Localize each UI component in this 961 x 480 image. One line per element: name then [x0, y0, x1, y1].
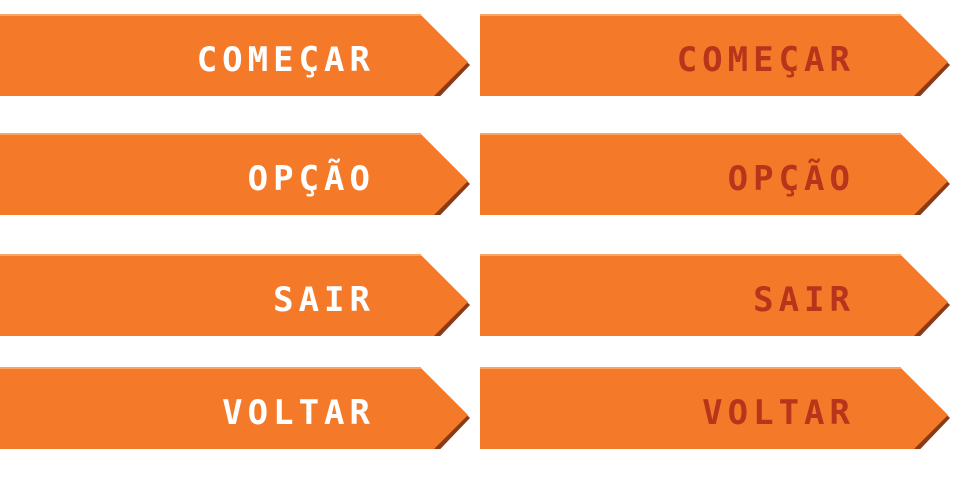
start-button-label: COMEÇAR	[197, 30, 375, 90]
button-highlight	[0, 367, 421, 369]
options-button-label: OPÇÃO	[248, 149, 375, 209]
exit-button-hover[interactable]: SAIR	[480, 240, 950, 336]
start-button-hover[interactable]: COMEÇAR	[480, 0, 950, 96]
button-highlight	[0, 254, 421, 256]
options-button-hover-label: OPÇÃO	[728, 149, 855, 209]
button-highlight	[480, 14, 901, 16]
options-button[interactable]: OPÇÃO	[0, 119, 470, 215]
button-highlight	[480, 367, 901, 369]
exit-button[interactable]: SAIR	[0, 240, 470, 336]
back-button-hover[interactable]: VOLTAR	[480, 353, 950, 449]
start-button-hover-label: COMEÇAR	[677, 30, 855, 90]
options-button-hover[interactable]: OPÇÃO	[480, 119, 950, 215]
button-highlight	[0, 14, 421, 16]
exit-button-label: SAIR	[273, 270, 375, 330]
button-highlight	[480, 133, 901, 135]
back-button-label: VOLTAR	[222, 383, 375, 443]
exit-button-hover-label: SAIR	[753, 270, 855, 330]
back-button-hover-label: VOLTAR	[702, 383, 855, 443]
back-button[interactable]: VOLTAR	[0, 353, 470, 449]
button-highlight	[0, 133, 421, 135]
start-button[interactable]: COMEÇAR	[0, 0, 470, 96]
button-highlight	[480, 254, 901, 256]
